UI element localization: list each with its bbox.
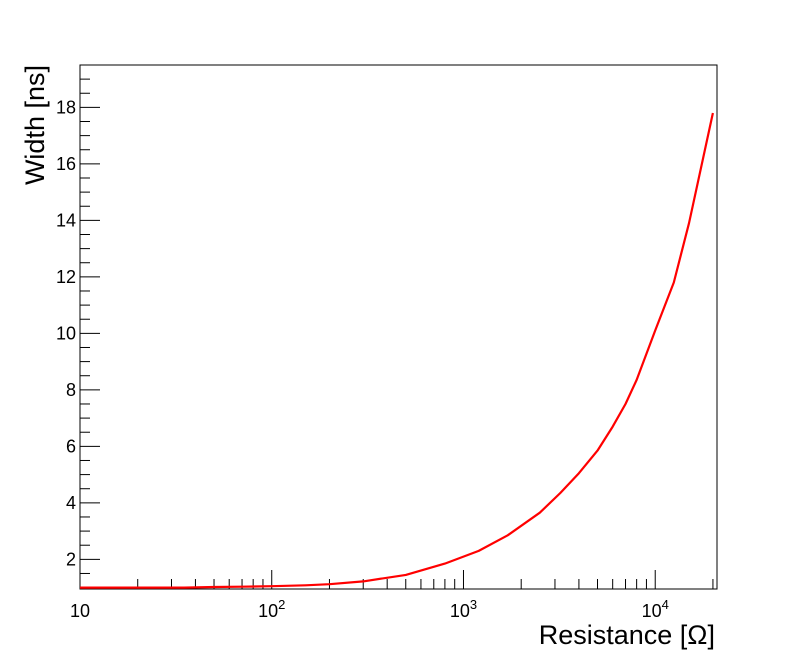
y-axis-title: Width [ns]: [20, 65, 50, 185]
x-axis-title: Resistance [Ω]: [539, 620, 715, 650]
series-line: [80, 112, 714, 589]
y-tick-label: 6: [66, 436, 76, 456]
y-tick-label: 12: [56, 267, 76, 287]
y-tick-label: 4: [66, 493, 76, 513]
x-tick-label: 103: [450, 597, 477, 621]
y-tick-label: 2: [66, 549, 76, 569]
y-axis: 2 4 6 8 10 12 14 16 18: [56, 78, 100, 589]
x-axis: 10 102 103 104: [70, 570, 714, 621]
series-layer: [80, 112, 714, 589]
y-tick-label: 18: [56, 97, 76, 117]
x-tick-label: 10: [70, 601, 90, 621]
x-tick-label: 102: [258, 597, 285, 621]
x-tick-label: 104: [642, 597, 669, 621]
plot-frame: [79, 64, 718, 590]
y-tick-label: 14: [56, 210, 76, 230]
y-tick-label: 16: [56, 154, 76, 174]
y-tick-label: 10: [56, 323, 76, 343]
y-tick-label: 8: [66, 380, 76, 400]
